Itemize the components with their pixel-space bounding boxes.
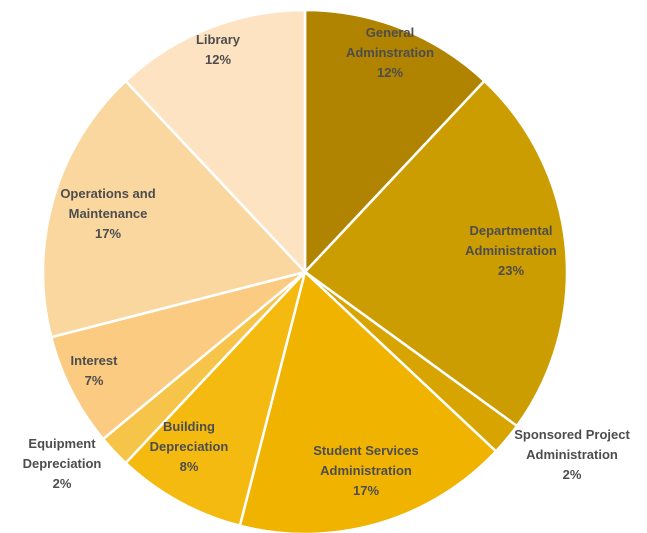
- pie-label-text: Interest: [71, 353, 119, 368]
- pie-label-text: Administration: [526, 447, 618, 462]
- pie-label-text: Equipment: [28, 436, 96, 451]
- pie-label-text: Operations and: [60, 186, 155, 201]
- pie-label-text: Sponsored Project: [514, 427, 630, 442]
- pie-label-text: Adminstration: [346, 45, 434, 60]
- pie-label-percent: 8%: [180, 459, 199, 474]
- pie-label-percent: 12%: [205, 52, 231, 67]
- pie-label-2: Sponsored Project Administration 2%: [514, 427, 630, 482]
- pie-label-5: Equipment Depreciation 2%: [23, 436, 102, 491]
- pie-label-text: Library: [196, 32, 241, 47]
- pie-label-3: Student Services Administration 17%: [313, 443, 419, 498]
- pie-label-4: Building Depreciation 8%: [150, 419, 229, 474]
- pie-slices: [41, 8, 569, 533]
- pie-label-text: General: [366, 25, 414, 40]
- pie-label-percent: 23%: [498, 263, 524, 278]
- pie-label-percent: 7%: [85, 373, 104, 388]
- pie-label-1: Departmental Administration 23%: [465, 223, 557, 278]
- pie-label-percent: 17%: [353, 483, 379, 498]
- pie-label-percent: 17%: [95, 226, 121, 241]
- pie-label-percent: 2%: [563, 467, 582, 482]
- pie-slice-3: [238, 269, 498, 533]
- pie-label-percent: 2%: [53, 476, 72, 491]
- pie-slice-8: [123, 8, 307, 276]
- pie-label-text: Administration: [465, 243, 557, 258]
- pie-slice-0: [303, 8, 487, 276]
- pie-label-text: Building: [163, 419, 215, 434]
- pie-label-text: Depreciation: [150, 439, 229, 454]
- pie-label-text: Departmental: [469, 223, 552, 238]
- pie-slice-7: [41, 79, 308, 339]
- pie-label-0: General Adminstration 12%: [346, 25, 434, 80]
- pie-label-6: Interest 7%: [71, 353, 119, 388]
- pie-labels: General Adminstration 12% Departmental Admin…: [23, 25, 631, 498]
- pie-label-text: Administration: [320, 463, 412, 478]
- pie-label-percent: 12%: [377, 65, 403, 80]
- pie-slice-1: [303, 79, 569, 428]
- pie-label-text: Student Services: [313, 443, 419, 458]
- pie-slice-4: [123, 271, 307, 528]
- pie-label-text: Depreciation: [23, 456, 102, 471]
- pie-label-7: Operations and Maintenance 17%: [60, 186, 155, 241]
- pie-label-text: Maintenance: [69, 206, 148, 221]
- pie-slice-6: [49, 270, 306, 441]
- pie-label-8: Library 12%: [196, 32, 241, 67]
